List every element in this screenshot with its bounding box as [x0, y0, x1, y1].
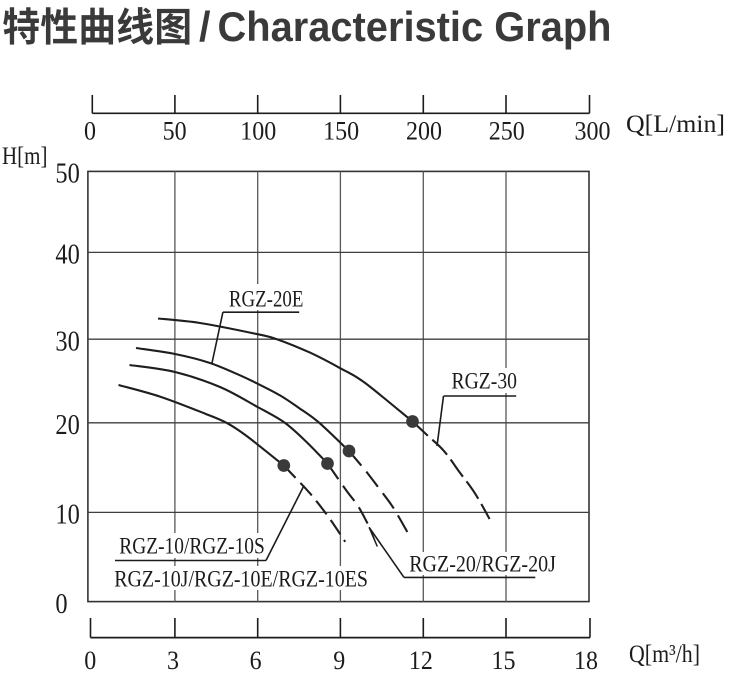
- svg-text:30: 30: [55, 326, 79, 357]
- svg-text:Q[m³/h]: Q[m³/h]: [629, 641, 700, 668]
- svg-text:200: 200: [406, 117, 442, 146]
- svg-text:12: 12: [409, 646, 433, 675]
- svg-text:150: 150: [323, 117, 359, 146]
- svg-text:50: 50: [163, 117, 187, 146]
- svg-text:RGZ-10/RGZ-10S: RGZ-10/RGZ-10S: [119, 534, 264, 559]
- svg-text:100: 100: [240, 117, 276, 146]
- svg-text:3: 3: [167, 646, 179, 675]
- svg-text:300: 300: [575, 117, 611, 146]
- svg-text:6: 6: [250, 646, 262, 675]
- svg-text:Characteristic Graph: Characteristic Graph: [218, 3, 612, 50]
- svg-text:50: 50: [55, 159, 79, 190]
- svg-text:RGZ-20/RGZ-20J: RGZ-20/RGZ-20J: [409, 552, 556, 577]
- svg-text:RGZ-10J/RGZ-10E/RGZ-10ES: RGZ-10J/RGZ-10E/RGZ-10ES: [114, 567, 368, 592]
- svg-text:0: 0: [55, 589, 67, 620]
- svg-text:20: 20: [55, 410, 79, 441]
- svg-text:0: 0: [84, 646, 96, 675]
- svg-text:40: 40: [55, 240, 79, 271]
- svg-text:9: 9: [333, 646, 345, 675]
- svg-text:RGZ-20E: RGZ-20E: [229, 286, 304, 311]
- svg-text:0: 0: [84, 117, 96, 146]
- svg-text:/: /: [199, 3, 211, 50]
- svg-text:15: 15: [492, 646, 516, 675]
- svg-text:H[m]: H[m]: [2, 143, 48, 170]
- svg-text:18: 18: [574, 646, 598, 675]
- svg-text:Q[L/min]: Q[L/min]: [626, 111, 725, 138]
- svg-text:10: 10: [55, 500, 79, 531]
- svg-text:250: 250: [489, 117, 525, 146]
- svg-text:RGZ-30: RGZ-30: [452, 368, 518, 393]
